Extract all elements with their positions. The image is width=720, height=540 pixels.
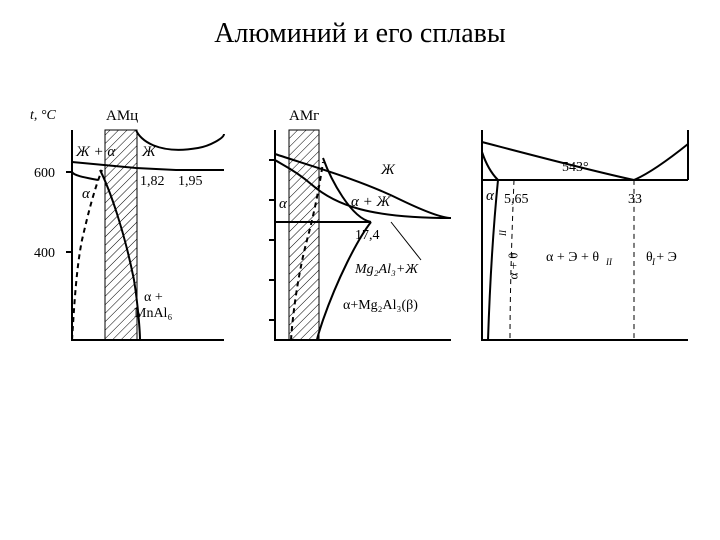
- chart-al-mg: [241, 110, 455, 370]
- alpha-upper: [482, 152, 498, 180]
- phase-label-alpha: α: [82, 186, 90, 203]
- callout-line: [391, 222, 421, 260]
- phase-label-aeth: α + Э + θ: [546, 250, 599, 266]
- page-title: Алюминий и его сплавы: [0, 0, 720, 50]
- phase-label-aliq: α + Ж: [351, 194, 390, 211]
- phase-label-aeth-sub: II: [606, 257, 612, 267]
- top-knee: [72, 172, 98, 180]
- panel-al-cu: 543° α 5,65 33 α + Э + θ II θ + ЭIα + θ II: [468, 110, 692, 370]
- phase-label-th-e-sub: I: [652, 257, 655, 267]
- alpha-right-upper: [323, 158, 371, 222]
- chart-al-cu: [468, 110, 692, 370]
- panel-al-mn: t, °C АМц Ж + α Ж 600 α 1,82 1,95 400 α +MnAl₆: [28, 110, 228, 370]
- phase-label-alpha: α: [279, 196, 287, 213]
- alloy-label: АМц: [106, 108, 138, 125]
- panel-al-mg: АМг Жα α + Ж 17,4 Mg₂Al₃+Ж α+Mg₂Al₃(β): [241, 110, 455, 370]
- tick-400: 400: [34, 246, 55, 262]
- phase-label-liq: Ж: [142, 144, 156, 161]
- liquidus: [72, 162, 224, 170]
- phase-label-liq-alpha: Ж + α: [76, 144, 115, 161]
- hatched-band: [105, 130, 137, 340]
- phase-label-liq: Ж: [381, 162, 395, 179]
- phase-label-mnal6: MnAl₆: [134, 306, 172, 322]
- phase-label-a-plus: α +: [144, 290, 163, 306]
- val-17-4: 17,4: [355, 228, 380, 244]
- val-33: 33: [628, 192, 642, 208]
- liquidus-right: [634, 144, 688, 180]
- eutectic-temp: 543°: [562, 160, 589, 176]
- phase-label-a-mg2al3: α+Mg₂Al₃(β): [343, 298, 418, 314]
- y-axis-label: t, °C: [30, 108, 56, 124]
- phase-label-a-th-vert: α + θ: [505, 253, 521, 280]
- chart-al-mn: [28, 110, 228, 370]
- phase-label-mg2al3-liq: Mg₂Al₃+Ж: [355, 262, 418, 278]
- phase-label-alpha: α: [486, 188, 494, 205]
- phase-label-th-e: θ + Э: [646, 250, 677, 266]
- val-1-82: 1,82: [140, 174, 165, 190]
- val-1-95: 1,95: [178, 174, 203, 190]
- charts-row: t, °C АМц Ж + α Ж 600 α 1,82 1,95 400 α +MnAl₆ АМг…: [28, 110, 692, 390]
- liquidus-left: [482, 142, 634, 180]
- alloy-label: АМг: [289, 108, 319, 125]
- val-5-65: 5,65: [504, 192, 529, 208]
- phase-label-a-th-vert-sub: II: [498, 230, 508, 236]
- tick-600: 600: [34, 166, 55, 182]
